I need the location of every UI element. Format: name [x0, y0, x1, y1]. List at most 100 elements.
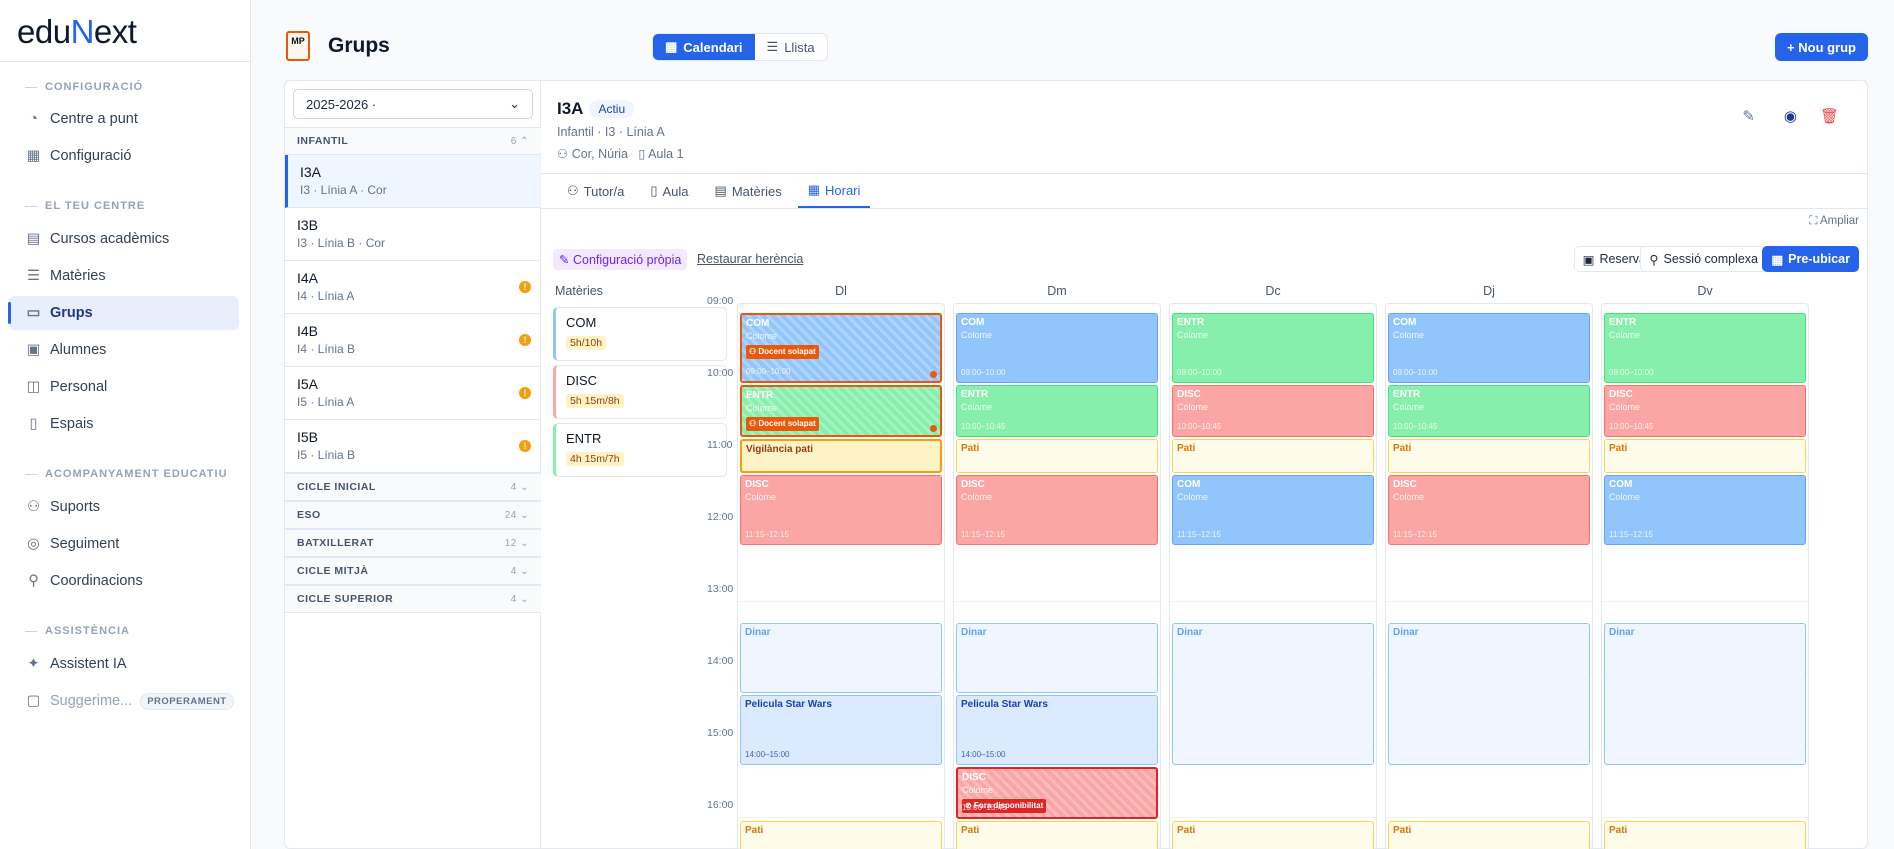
- alert-dot: [930, 425, 937, 432]
- group-item-i5a[interactable]: I5A I5 · Línia A!: [285, 367, 541, 420]
- schedule-event[interactable]: Pati: [956, 820, 1158, 849]
- subject-card-entr[interactable]: ENTR 4h 15m/7h: [553, 423, 727, 477]
- category-eso[interactable]: ESO 24 ⌄: [285, 501, 541, 529]
- calendar-plus-icon: ▣: [1582, 252, 1595, 267]
- schedule-event[interactable]: DISC Colome 10:00–10:45: [1604, 385, 1806, 437]
- toggle-icon[interactable]: ◉: [1783, 108, 1797, 125]
- schedule-event[interactable]: Pati: [1388, 820, 1590, 849]
- sessio-complexa-button[interactable]: ⚲ Sessió complexa: [1640, 246, 1767, 272]
- schedule-event[interactable]: Pati: [1604, 820, 1806, 849]
- sidebar-item-alumnes[interactable]: ▣ Alumnes: [26, 342, 107, 358]
- warning-icon: !: [519, 334, 531, 346]
- subject-card-com[interactable]: COM 5h/10h: [553, 307, 727, 361]
- schedule-event[interactable]: Dinar: [740, 622, 942, 693]
- list-icon: ☰: [766, 39, 779, 54]
- hour-gridline: [1169, 817, 1377, 818]
- schedule-event[interactable]: COM Colome 09:00–10:00: [956, 313, 1158, 383]
- group-meta: ⚇ Cor, Núria ▯ Aula 1: [557, 147, 684, 161]
- edit-icon[interactable]: ✎: [1742, 108, 1755, 125]
- coming-soon-badge: PROPERAMENT: [140, 692, 234, 710]
- category-batxillerat[interactable]: BATXILLERAT 12 ⌄: [285, 529, 541, 557]
- category-infantil[interactable]: INFANTIL 6 ⌃: [285, 127, 541, 155]
- sidebar-item-centre-a-punt[interactable]: ◔ Centre a punt: [9, 102, 239, 136]
- sidebar-item-personal[interactable]: ◫ Personal: [26, 379, 108, 395]
- group-item-i5b[interactable]: I5B I5 · Línia B!: [285, 420, 541, 473]
- schedule-event[interactable]: ENTR Colome ⚇ Docent solapat: [740, 385, 942, 437]
- schedule-event[interactable]: ENTR Colome 09:00–10:00: [1604, 313, 1806, 383]
- schedule-event[interactable]: DISC Colome 10:00–10:45: [1172, 385, 1374, 437]
- tab-tutor[interactable]: ⚇ Tutor/a: [567, 183, 625, 199]
- group-item-i3b[interactable]: I3B I3 · Línia B · Cor: [285, 208, 541, 261]
- trash-icon[interactable]: 🗑: [1819, 108, 1839, 125]
- schedule-event[interactable]: COM Colome 11:15–12:15: [1172, 475, 1374, 545]
- hour-label: 13:00: [707, 583, 734, 595]
- door-icon: ▯: [650, 183, 658, 198]
- pre-ubicar-button[interactable]: ▦ Pre-ubicar: [1762, 246, 1859, 272]
- sidebar-item-configuracio[interactable]: ▦ Configuració: [26, 148, 132, 164]
- schedule-event[interactable]: Pati: [1388, 439, 1590, 473]
- hour-gridline: [1385, 601, 1593, 602]
- day-header: Dj: [1483, 284, 1495, 298]
- id-card-icon: ▣: [26, 342, 41, 358]
- sidebar-item-espais[interactable]: ▯ Espais: [9, 407, 239, 441]
- sidebar-item-suggeriments[interactable]: ▢ Suggerime... PROPERAMENT: [9, 684, 239, 718]
- schedule-event[interactable]: COM Colome ⚇ Docent solapat 09:00–10:00: [740, 313, 942, 383]
- schedule-event[interactable]: Dinar: [1604, 622, 1806, 765]
- schedule-event[interactable]: Pati: [956, 439, 1158, 473]
- expand-icon: ⛶: [1809, 215, 1818, 227]
- schedule-event[interactable]: Pati: [1172, 439, 1374, 473]
- schedule-event[interactable]: Dinar: [1388, 622, 1590, 765]
- sidebar-item-suports[interactable]: ⚇ Suports: [27, 499, 100, 515]
- sidebar-item-materies[interactable]: ☰ Matèries: [27, 268, 106, 284]
- view-calendar-button[interactable]: ▦ Calendari: [653, 34, 755, 60]
- view-list-button[interactable]: ☰ Llista: [766, 39, 815, 55]
- sidebar-item-cursos[interactable]: ▤ Cursos acadèmics: [26, 231, 170, 247]
- calendar-icon: ▦: [807, 182, 820, 197]
- grid-icon: ▦: [665, 39, 678, 54]
- category-cicle-inicial[interactable]: CICLE INICIAL 4 ⌄: [285, 473, 541, 501]
- category-cicle-mitja[interactable]: CICLE MITJÀ 4 ⌄: [285, 557, 541, 585]
- warning-icon: !: [519, 281, 531, 293]
- year-select[interactable]: 2025-2026 · ⌄: [293, 89, 533, 119]
- group-item-i3a[interactable]: I3A I3 · Línia A · Cor: [285, 155, 541, 208]
- tab-horari[interactable]: ▦ Horari: [797, 174, 871, 208]
- book-icon: ▤: [714, 183, 727, 198]
- schedule-event[interactable]: DISC Colome 11:15–12:15: [956, 475, 1158, 545]
- schedule-event[interactable]: Pati: [740, 820, 942, 849]
- schedule-event[interactable]: Pati: [1172, 820, 1374, 849]
- tab-materies[interactable]: ▤ Matèries: [714, 183, 782, 199]
- group-item-i4b[interactable]: I4B I4 · Línia B!: [285, 314, 541, 367]
- logo[interactable]: eduNext: [0, 0, 250, 62]
- restore-inheritance-link[interactable]: Restaurar herència: [697, 252, 804, 266]
- group-list: 2025-2026 · ⌄ INFANTIL 6 ⌃ I3A I3 · Línia A…: [285, 81, 541, 848]
- schedule-event[interactable]: ENTR Colome 09:00–10:00: [1172, 313, 1374, 383]
- schedule-event[interactable]: Dinar: [1172, 622, 1374, 765]
- schedule-event[interactable]: Vigilància pati: [740, 439, 942, 473]
- schedule-event[interactable]: ENTR Colome 10:00–10:45: [956, 385, 1158, 437]
- schedule-event[interactable]: DISC Colome 11:15–12:15: [1388, 475, 1590, 545]
- schedule-event[interactable]: COM Colome 11:15–12:15: [1604, 475, 1806, 545]
- subjects-label: Matèries: [555, 284, 603, 298]
- network-icon: ⚲: [28, 573, 39, 589]
- day-header: Dl: [835, 284, 847, 298]
- category-cicle-superior[interactable]: CICLE SUPERIOR 4 ⌄: [285, 585, 541, 613]
- tab-aula[interactable]: ▯ Aula: [650, 183, 689, 199]
- schedule-event[interactable]: Pelicula Star Wars 14:00–15:00: [956, 694, 1158, 765]
- schedule-event[interactable]: Pelicula Star Wars 14:00–15:00: [740, 694, 942, 765]
- schedule-event[interactable]: ENTR Colome 10:00–10:45: [1388, 385, 1590, 437]
- schedule-event[interactable]: Dinar: [956, 622, 1158, 693]
- group-item-i4a[interactable]: I4A I4 · Línia A!: [285, 261, 541, 314]
- new-group-button[interactable]: + Nou grup: [1775, 33, 1868, 61]
- sidebar-item-coordinacions[interactable]: ⚲ Coordinacions: [9, 564, 239, 598]
- schedule-event[interactable]: Pati: [1604, 439, 1806, 473]
- hour-label: 10:00: [707, 367, 734, 379]
- schedule-event[interactable]: COM Colome 09:00–10:00: [1388, 313, 1590, 383]
- schedule-event[interactable]: DISC Colome 11:15–12:15: [740, 475, 942, 545]
- users-icon: ⚇: [27, 499, 40, 515]
- subject-card-disc[interactable]: DISC 5h 15m/8h: [553, 365, 727, 419]
- sidebar-item-assistent-ia[interactable]: ✦ Assistent IA: [9, 647, 239, 681]
- expand-button[interactable]: ⛶ Ampliar: [1809, 215, 1859, 227]
- sidebar-item-seguiment[interactable]: ◎ Seguiment: [9, 527, 239, 561]
- schedule-event[interactable]: DISC Colome ⊘ Fora disponibilitat 15:00–15:…: [956, 766, 1158, 819]
- sidebar-item-grups[interactable]: ▭ Grups: [8, 296, 239, 330]
